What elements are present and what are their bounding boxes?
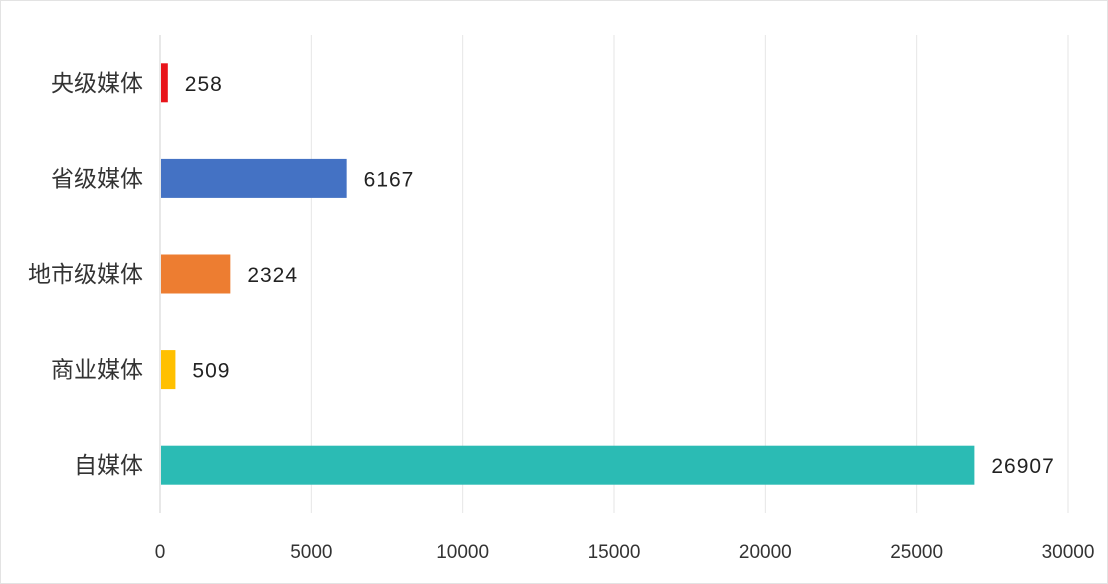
data-label: 509 (192, 360, 230, 383)
data-label: 258 (185, 73, 223, 96)
x-tick-label: 0 (155, 542, 166, 563)
x-tick-label: 20000 (739, 542, 792, 563)
data-label: 26907 (991, 455, 1054, 478)
x-tick-label: 10000 (436, 542, 489, 563)
x-tick-label: 15000 (588, 542, 641, 563)
gridlines (310, 35, 1069, 513)
bars (161, 63, 975, 485)
x-tick-label: 30000 (1042, 542, 1095, 563)
category-label: 央级媒体 (51, 71, 143, 97)
x-tick-label: 25000 (890, 542, 943, 563)
labels: 0 5000 10000 15000 20000 25000 30000 央级媒体 258 省级媒… (28, 71, 1094, 563)
category-label: 省级媒体 (51, 166, 143, 192)
bar (161, 254, 231, 294)
category-label: 商业媒体 (51, 358, 143, 384)
bar (161, 158, 347, 198)
x-tick-label: 5000 (290, 542, 332, 563)
bar (161, 350, 176, 390)
data-label: 2324 (247, 264, 298, 287)
category-label: 地市级媒体 (28, 262, 143, 288)
category-label: 自媒体 (74, 453, 143, 479)
bar (161, 445, 975, 485)
bar (161, 63, 168, 103)
data-label: 6167 (364, 168, 415, 191)
